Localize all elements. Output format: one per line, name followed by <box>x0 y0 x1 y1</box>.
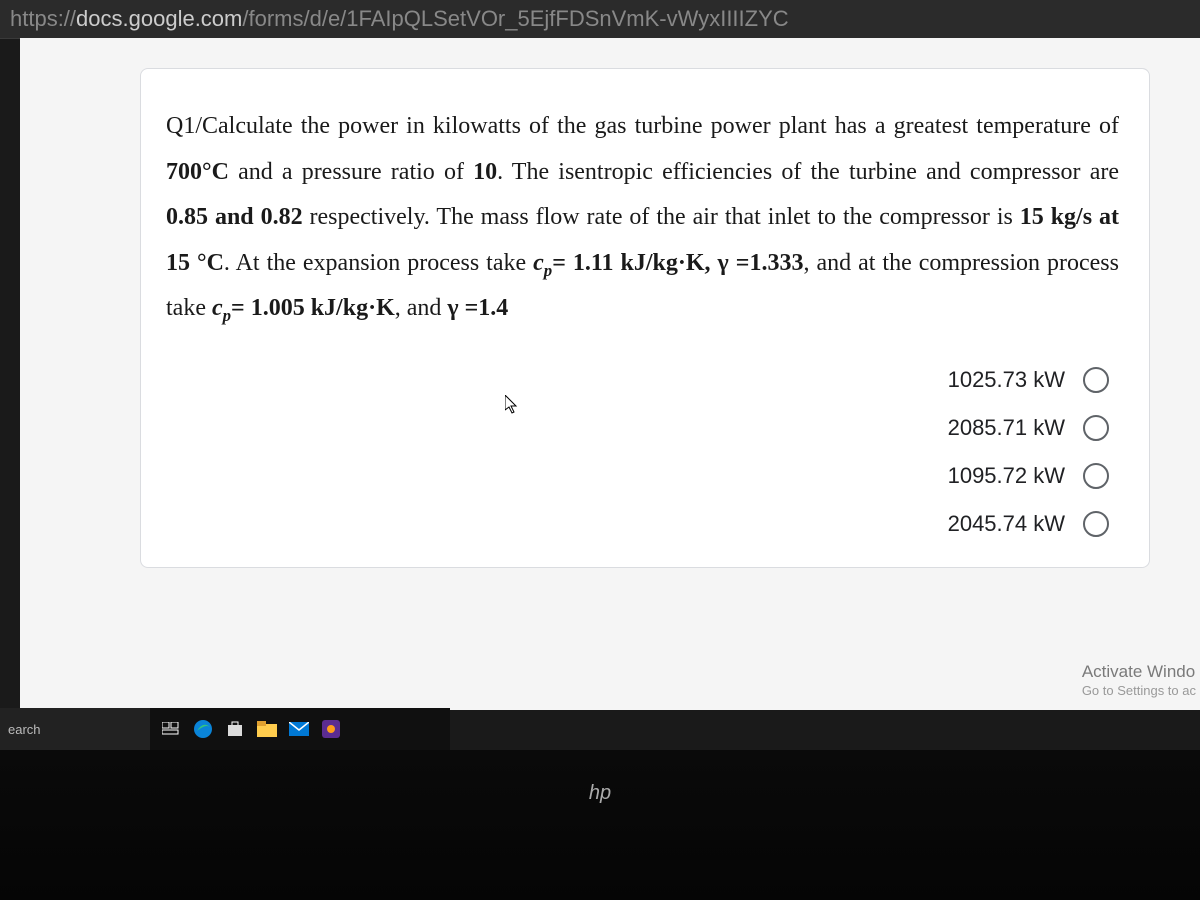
browser-viewport: Q1/Calculate the power in kilowatts of t… <box>20 38 1200 710</box>
option-4[interactable]: 2045.74 kW <box>948 511 1109 537</box>
laptop-bezel <box>0 750 1200 900</box>
search-placeholder: earch <box>8 722 41 737</box>
option-label: 2045.74 kW <box>948 511 1065 537</box>
option-label: 2085.71 kW <box>948 415 1065 441</box>
radio-icon[interactable] <box>1083 415 1109 441</box>
option-2[interactable]: 2085.71 kW <box>948 415 1109 441</box>
radio-icon[interactable] <box>1083 463 1109 489</box>
url-path: /forms/d/e/1FAIpQLSetVOr_5EjfFDSnVmK-vWy… <box>242 6 788 31</box>
question-card: Q1/Calculate the power in kilowatts of t… <box>140 68 1150 568</box>
mouse-cursor-icon <box>505 395 521 421</box>
url-host: docs.google.com <box>76 6 242 31</box>
radio-icon[interactable] <box>1083 511 1109 537</box>
edge-icon[interactable] <box>192 718 214 740</box>
option-label: 1095.72 kW <box>948 463 1065 489</box>
file-explorer-icon[interactable] <box>256 718 278 740</box>
taskbar-icons <box>160 708 342 750</box>
option-label: 1025.73 kW <box>948 367 1065 393</box>
watermark-line1: Activate Windo <box>1082 661 1196 683</box>
radio-icon[interactable] <box>1083 367 1109 393</box>
hp-logo: hp <box>589 782 611 805</box>
question-text: Q1/Calculate the power in kilowatts of t… <box>166 104 1119 332</box>
address-bar[interactable]: https://docs.google.com/forms/d/e/1FAIpQ… <box>0 0 1200 39</box>
windows-activation-watermark: Activate Windo Go to Settings to ac <box>1082 661 1200 700</box>
mail-icon[interactable] <box>288 718 310 740</box>
task-view-icon[interactable] <box>160 718 182 740</box>
app-icon[interactable] <box>320 718 342 740</box>
option-1[interactable]: 1025.73 kW <box>948 367 1109 393</box>
watermark-line2: Go to Settings to ac <box>1082 683 1196 700</box>
taskbar-search[interactable]: earch <box>0 708 150 750</box>
answer-options: 1025.73 kW 2085.71 kW 1095.72 kW 2045.74… <box>166 367 1119 537</box>
store-icon[interactable] <box>224 718 246 740</box>
url-scheme: https:// <box>10 6 76 31</box>
option-3[interactable]: 1095.72 kW <box>948 463 1109 489</box>
